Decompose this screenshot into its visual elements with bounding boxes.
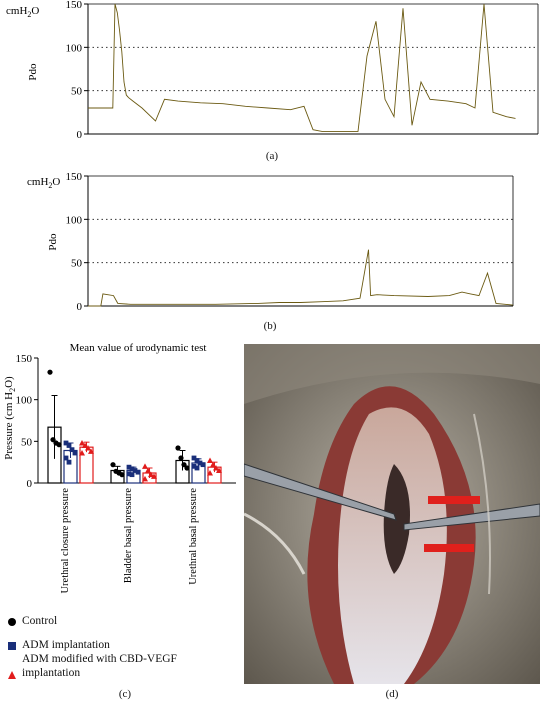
legend-item-cbd-vegf: ADM modified with CBD-VEGF implantation: [4, 652, 224, 680]
legend-label: Control: [22, 615, 58, 627]
legend-label: ADM implantation: [22, 639, 110, 651]
panel-c-bars: [47, 369, 222, 484]
panel-b-unit: cmH2O: [27, 176, 60, 190]
data-point: [145, 467, 151, 473]
legend-item-adm: ADM implantation: [4, 638, 224, 652]
data-point: [200, 462, 206, 468]
data-point: [79, 450, 85, 456]
data-point: [56, 442, 62, 448]
panel-b-trace: [88, 249, 514, 307]
data-point: [126, 464, 132, 470]
legend-item-control: Control: [4, 614, 224, 628]
panel-c-title: Mean value of urodynamic test: [70, 342, 207, 354]
panel-a-axes: 150 100 50 0: [66, 0, 539, 141]
data-point: [66, 459, 72, 465]
y-tick-label: 150: [66, 171, 83, 183]
data-point: [110, 462, 116, 468]
y-tick-label: 100: [66, 214, 83, 226]
data-point: [191, 463, 197, 469]
y-tick-label: 150: [16, 353, 33, 365]
surgical-photo: [244, 344, 540, 684]
data-point: [129, 472, 135, 478]
data-point: [72, 450, 78, 456]
legend-label: ADM modified with CBD-VEGF implantation: [22, 653, 177, 679]
data-point: [181, 462, 187, 468]
data-point: [79, 440, 85, 446]
data-point: [197, 460, 203, 466]
category-label: Urethral basal pressure: [188, 488, 199, 585]
panel-c-chart: Mean value of urodynamic test Pressure (…: [3, 342, 236, 594]
data-point: [191, 455, 197, 461]
y-tick-label: 0: [27, 478, 33, 490]
panel-b-ylabel: Pdo: [47, 233, 59, 251]
surgical-photo-illustration: [244, 344, 540, 684]
data-point: [207, 470, 213, 476]
data-point: [63, 440, 69, 446]
data-point: [69, 447, 75, 453]
data-point: [184, 465, 190, 471]
y-tick-label: 50: [21, 436, 33, 448]
data-point: [50, 437, 56, 443]
legend-circle-icon: [8, 618, 16, 626]
panel-c-axes: 150 100 50 0: [16, 353, 236, 490]
data-point: [213, 465, 219, 471]
data-point: [126, 471, 132, 477]
panel-a-trace: [88, 3, 516, 132]
data-point: [151, 473, 157, 479]
panel-b-caption: (b): [263, 320, 277, 332]
y-tick-label: 50: [71, 258, 83, 270]
data-point: [132, 468, 138, 473]
data-point: [119, 472, 125, 478]
panel-b-axes: 150 100 50 0: [66, 171, 514, 313]
data-point: [207, 457, 213, 463]
panel-a-unit: cmH2O: [6, 5, 39, 19]
category-label: Bladder basal pressure: [123, 488, 134, 583]
panel-c-ylabel: Pressure (cm H2O): [3, 376, 17, 460]
panel-c-caption: (c): [118, 688, 132, 700]
legend-square-icon: [8, 642, 16, 650]
panel-a-ylabel: Pdo: [27, 63, 39, 81]
data-point: [194, 465, 200, 471]
y-tick-label: 0: [77, 301, 83, 313]
panel-a-chart: cmH2O Pdo 150 100 50 0: [6, 0, 539, 141]
data-point: [85, 445, 91, 451]
legend-triangle-icon: [8, 671, 16, 679]
panel-a-caption: (a): [265, 150, 279, 162]
data-point: [129, 466, 135, 472]
data-point: [216, 467, 222, 473]
y-tick-label: 50: [71, 86, 83, 98]
data-point: [194, 458, 200, 463]
data-point: [88, 448, 94, 454]
y-tick-label: 100: [16, 395, 33, 407]
arrow-upper-icon: [428, 496, 480, 504]
panel-d-caption: (d): [385, 688, 399, 700]
data-point: [178, 455, 184, 461]
y-tick-label: 0: [77, 129, 83, 141]
panel-c-category-labels: Urethral closure pressure Bladder basal p…: [60, 488, 199, 594]
category-label: Urethral closure pressure: [60, 488, 71, 594]
data-point: [142, 463, 148, 469]
data-point: [82, 442, 88, 448]
data-point: [47, 369, 53, 375]
y-tick-label: 150: [66, 0, 83, 11]
data-point: [66, 443, 72, 448]
data-point: [63, 455, 69, 461]
panel-b-chart: cmH2O Pdo 150 100 50 0: [27, 171, 514, 313]
arrow-lower-icon: [424, 544, 474, 552]
data-point: [210, 461, 216, 468]
y-tick-label: 100: [66, 42, 83, 54]
data-point: [135, 469, 141, 475]
data-point: [142, 475, 148, 482]
data-point: [175, 445, 181, 451]
legend: Control ADM implantation ADM modified wi…: [4, 614, 224, 680]
data-point: [148, 471, 154, 478]
